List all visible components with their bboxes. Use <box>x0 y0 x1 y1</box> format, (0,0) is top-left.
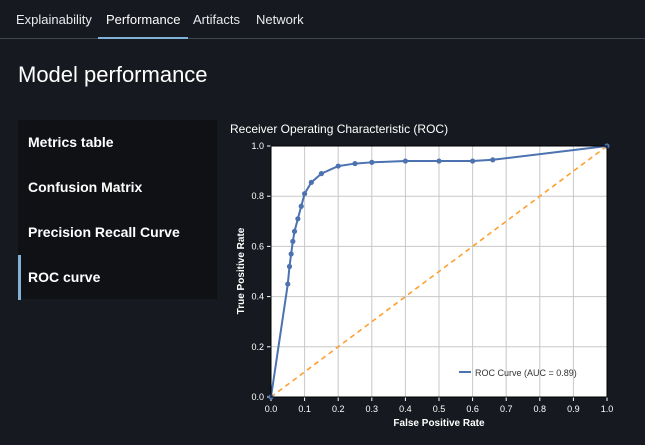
chance-diagonal-line <box>270 145 608 398</box>
x-axis-label: False Positive Rate <box>393 418 485 429</box>
roc-curve-point <box>286 263 293 270</box>
y-axis-label: True Positive Rate <box>236 227 247 314</box>
roc-curve-point <box>402 158 408 164</box>
x-tick-label: 0.9 <box>567 404 580 414</box>
y-tick-label: 1.0 <box>251 141 264 151</box>
y-tick-label: 0.2 <box>251 342 264 352</box>
page-title: Model performance <box>18 62 208 87</box>
axis-ticks: 0.0 0.1 0.2 0.3 0.4 0.5 0.6 0.7 0.8 0.9 1.0 0.0 0.2 0… <box>251 141 613 414</box>
grid-lines <box>271 146 607 397</box>
roc-curve-point <box>335 163 341 169</box>
plot-border <box>270 145 608 398</box>
roc-curve-point <box>369 159 375 165</box>
roc-curve-point <box>470 158 476 164</box>
y-tick-label: 0.6 <box>251 241 264 251</box>
chart-title: Receiver Operating Characteristic (ROC) <box>230 122 448 136</box>
roc-curve-point <box>298 203 304 209</box>
x-tick-label: 0.5 <box>433 404 446 414</box>
roc-curve-point <box>291 228 298 234</box>
x-tick-label: 0.0 <box>265 404 278 414</box>
x-tick-label: 1.0 <box>601 404 614 414</box>
tab-bar: Explainability Performance Artifacts Net… <box>0 0 645 39</box>
roc-curve-point <box>308 179 314 185</box>
roc-curve-point <box>318 171 324 177</box>
x-tick-label: 0.4 <box>399 404 412 414</box>
chart-legend: ROC Curve (AUC = 0.89) <box>459 368 577 378</box>
tab-artifacts[interactable]: Artifacts <box>193 12 240 27</box>
legend-label: ROC Curve (AUC = 0.89) <box>475 368 577 378</box>
nav-item-roc-curve[interactable]: ROC curve <box>18 255 217 300</box>
x-tick-label: 0.2 <box>332 404 345 414</box>
roc-curve-point <box>302 191 308 197</box>
nav-item-precision-recall-curve[interactable]: Precision Recall Curve <box>28 224 180 240</box>
roc-chart-svg: Receiver Operating Characteristic (ROC) … <box>230 122 613 429</box>
roc-curve-point <box>490 157 496 163</box>
roc-chart: Receiver Operating Characteristic (ROC) … <box>222 118 645 440</box>
y-tick-label: 0.4 <box>251 292 264 302</box>
roc-curve-point <box>436 158 442 164</box>
nav-item-metrics-table[interactable]: Metrics table <box>28 134 114 150</box>
tab-network[interactable]: Network <box>256 12 304 27</box>
roc-curve-point <box>288 251 294 257</box>
tab-performance[interactable]: Performance <box>97 0 189 39</box>
y-tick-label: 0.8 <box>251 191 264 201</box>
nav-item-confusion-matrix[interactable]: Confusion Matrix <box>28 179 143 195</box>
roc-curve-point <box>295 216 301 222</box>
roc-curve-point <box>352 160 358 167</box>
tab-explainability[interactable]: Explainability <box>16 12 92 27</box>
metrics-side-nav: Metrics table Confusion Matrix Precision… <box>18 120 217 300</box>
x-tick-label: 0.7 <box>500 404 513 414</box>
x-tick-label: 0.6 <box>466 404 479 414</box>
x-tick-label: 0.1 <box>298 404 311 414</box>
roc-curve-point <box>290 238 296 244</box>
roc-curve-point <box>285 281 291 287</box>
x-tick-label: 0.3 <box>366 404 379 414</box>
y-tick-label: 0.0 <box>251 392 264 402</box>
x-tick-label: 0.8 <box>534 404 547 414</box>
